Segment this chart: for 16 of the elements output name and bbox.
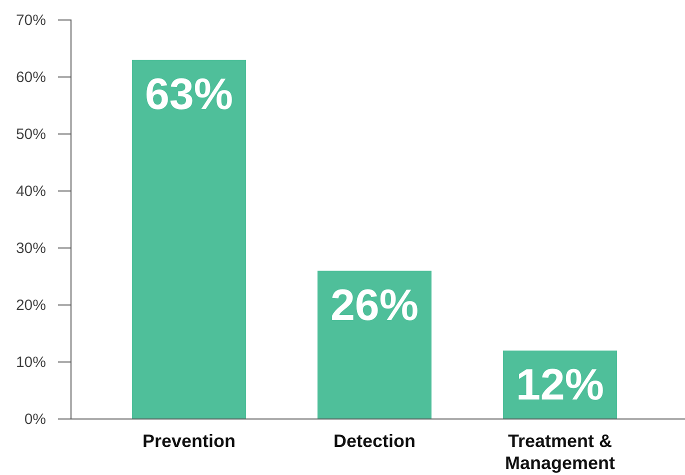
y-tick-label: 50% (16, 126, 46, 143)
x-tick-label: Detection (333, 431, 416, 451)
x-tick-label: Treatment & Management (504, 431, 616, 473)
data-label: 12% (516, 360, 604, 410)
x-tick-label: Prevention (142, 431, 236, 451)
bar (132, 60, 246, 419)
data-label: 26% (330, 280, 419, 330)
y-tick-label: 10% (16, 354, 46, 371)
y-tick-label: 70% (16, 12, 46, 29)
bar (318, 270, 432, 419)
y-tick-label: 20% (16, 296, 46, 314)
y-tick-label: 40% (16, 182, 46, 200)
data-label: 63% (144, 70, 234, 119)
y-tick-label: 30% (16, 240, 46, 257)
y-tick-label: 0% (24, 410, 46, 428)
y-tick-label: 60% (16, 68, 46, 86)
